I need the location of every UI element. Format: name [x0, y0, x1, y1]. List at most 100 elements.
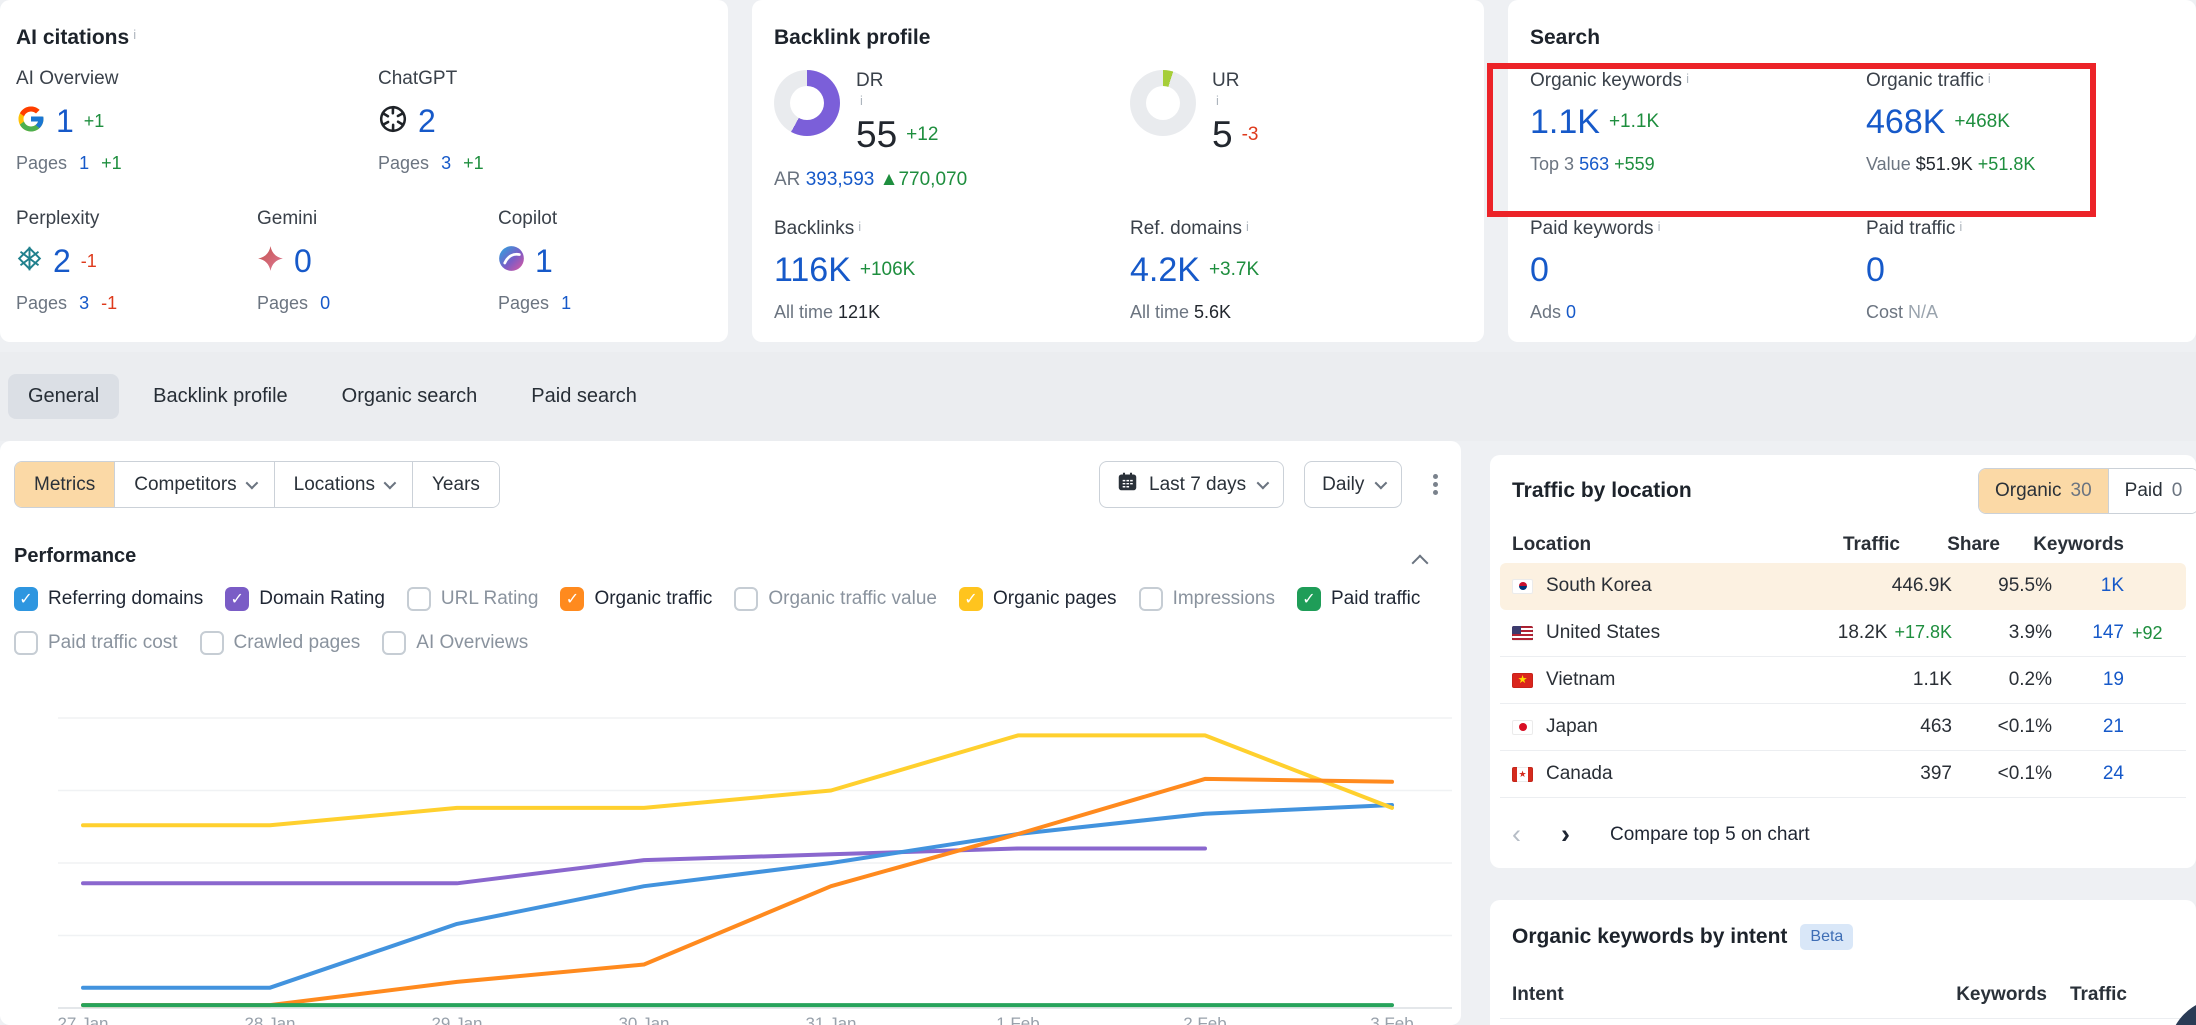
checkbox-box — [734, 587, 758, 611]
paid-traffic-value[interactable]: 0 — [1866, 253, 1885, 287]
checkbox-paid-traffic[interactable]: Paid traffic — [1297, 587, 1420, 611]
organic-toggle[interactable]: Organic30 — [1979, 469, 2108, 513]
collapse-chevron-up-icon[interactable] — [1412, 555, 1429, 572]
gemini-label: Gemini — [257, 208, 330, 230]
beta-badge: Beta — [1800, 924, 1853, 950]
gemini-pages[interactable]: 0 — [320, 293, 330, 313]
keywords-link[interactable]: 19 — [2052, 669, 2124, 691]
checkbox-url-rating[interactable]: URL Rating — [407, 587, 539, 611]
tab-general[interactable]: General — [8, 374, 119, 419]
checkbox-domain-rating[interactable]: Domain Rating — [225, 587, 385, 611]
checkbox-organic-pages[interactable]: Organic pages — [959, 587, 1117, 611]
report-tabs: General Backlink profile Organic search … — [8, 374, 657, 419]
checkbox-ai-overviews[interactable]: AI Overviews — [382, 631, 528, 655]
chatgpt-value[interactable]: 2 — [418, 103, 436, 140]
tab-backlink-profile[interactable]: Backlink profile — [133, 374, 308, 419]
ur-donut — [1130, 70, 1196, 136]
pager-prev-button[interactable]: ‹ — [1512, 821, 1521, 848]
checkbox-box — [382, 631, 406, 655]
value-amount: $51.9K — [1916, 154, 1973, 174]
performance-title: Performance — [14, 545, 136, 568]
perplexity-pages[interactable]: 3 — [79, 293, 89, 313]
value-delta: +51.8K — [1978, 154, 2036, 174]
keywords-link[interactable]: 147 — [2052, 622, 2124, 644]
cost-value: N/A — [1908, 302, 1938, 322]
metrics-segment[interactable]: Metrics — [15, 462, 115, 507]
table-row-canada[interactable]: Canada 397 <0.1% 24 — [1500, 751, 2186, 798]
ai-overview-pages[interactable]: 1 — [79, 153, 89, 173]
info-icon — [1216, 92, 1219, 110]
table-row-japan[interactable]: Japan 463 <0.1% 21 — [1500, 704, 2186, 751]
ads-value[interactable]: 0 — [1566, 302, 1576, 322]
info-icon — [1246, 218, 1249, 236]
ur-delta: -3 — [1242, 124, 1259, 146]
backlinks-value[interactable]: 116K — [774, 253, 851, 287]
checkbox-paid-traffic-cost[interactable]: Paid traffic cost — [14, 631, 178, 655]
backlinks-label: Backlinks — [774, 218, 854, 239]
perplexity-pages-delta: -1 — [101, 293, 117, 313]
pager-next-button[interactable]: › — [1561, 821, 1570, 848]
traffic-pager: ‹ › Compare top 5 on chart — [1512, 821, 1810, 848]
table-row-vietnam[interactable]: Vietnam 1.1K 0.2% 19 — [1500, 657, 2186, 704]
locations-segment[interactable]: Locations — [275, 462, 413, 507]
organic-traffic-delta: +468K — [1954, 111, 2009, 133]
chevron-down-icon — [384, 477, 397, 490]
checkbox-impressions[interactable]: Impressions — [1139, 587, 1275, 611]
dr-donut — [774, 70, 840, 136]
backlinks-block: Backlinks 116K +106K All time 121K — [774, 218, 915, 323]
copilot-pages[interactable]: 1 — [561, 293, 571, 313]
keywords-link[interactable]: 1K — [2052, 575, 2124, 597]
ai-card-perplexity: Perplexity 2 -1 Pages 3 -1 — [16, 208, 117, 314]
organic-paid-toggle: Organic30 Paid0 — [1978, 468, 2196, 514]
checkbox-box — [225, 587, 249, 611]
kebab-menu-icon — [1433, 482, 1438, 487]
keywords-link[interactable]: 24 — [2052, 763, 2124, 785]
ai-citations-card: AI citations AI Overview 1 +1 Pages 1 +1… — [0, 0, 728, 342]
organic-keywords-block: Organic keywords 1.1K +1.1K Top 3 563 +5… — [1530, 70, 1689, 175]
competitors-segment[interactable]: Competitors — [115, 462, 274, 507]
keywords-link[interactable]: 21 — [2052, 716, 2124, 738]
checkbox-organic-traffic[interactable]: Organic traffic — [560, 587, 712, 611]
checkbox-box — [560, 587, 584, 611]
chatgpt-pages[interactable]: 3 — [441, 153, 451, 173]
checkbox-referring-domains[interactable]: Referring domains — [14, 587, 203, 611]
ref-domains-label: Ref. domains — [1130, 218, 1242, 239]
ar-value[interactable]: 393,593 — [806, 169, 875, 190]
perplexity-icon — [16, 245, 43, 277]
paid-keywords-value[interactable]: 0 — [1530, 253, 1549, 287]
chevron-down-icon — [245, 477, 258, 490]
date-range-button[interactable]: Last 7 days — [1099, 461, 1284, 508]
compare-top5-link[interactable]: Compare top 5 on chart — [1610, 824, 1810, 846]
more-options-button[interactable] — [1422, 482, 1448, 487]
ref-domains-block: Ref. domains 4.2K +3.7K All time 5.6K — [1130, 218, 1259, 323]
domain-rating-block: DR 55 +12 AR 393,593 ▲770,070 — [774, 70, 967, 191]
ar-label: AR — [774, 169, 800, 190]
pages-label: Pages — [16, 153, 67, 173]
copilot-value[interactable]: 1 — [535, 243, 553, 280]
checkbox-crawled-pages[interactable]: Crawled pages — [200, 631, 361, 655]
tab-paid-search[interactable]: Paid search — [511, 374, 657, 419]
checkbox-organic-traffic-value[interactable]: Organic traffic value — [734, 587, 937, 611]
table-row-south-korea[interactable]: South Korea 446.9K 95.5% 1K — [1500, 563, 2186, 610]
top3-value[interactable]: 563 — [1579, 154, 1609, 174]
ai-card-copilot: Copilot 1 Pages 1 — [498, 208, 571, 314]
checkbox-box — [14, 587, 38, 611]
organic-traffic-value[interactable]: 468K — [1866, 105, 1945, 139]
calendar-icon — [1117, 471, 1138, 498]
vietnam-flag-icon — [1512, 673, 1533, 688]
tab-organic-search[interactable]: Organic search — [322, 374, 498, 419]
years-segment[interactable]: Years — [413, 462, 499, 507]
backlinks-alltime-value: 121K — [838, 302, 880, 322]
ref-domains-value[interactable]: 4.2K — [1130, 253, 1200, 287]
backlink-profile-title: Backlink profile — [774, 26, 930, 49]
paid-toggle[interactable]: Paid0 — [2108, 469, 2196, 513]
organic-keywords-value[interactable]: 1.1K — [1530, 105, 1600, 139]
granularity-button[interactable]: Daily — [1304, 461, 1402, 508]
keywords-by-intent-card: Organic keywords by intent Beta Intent K… — [1490, 900, 2196, 1025]
gemini-value[interactable]: 0 — [294, 243, 312, 280]
perplexity-value[interactable]: 2 — [53, 243, 71, 280]
ai-overview-value[interactable]: 1 — [56, 103, 74, 140]
backlinks-delta: +106K — [860, 259, 915, 281]
tab-band: General Backlink profile Organic search … — [0, 352, 2196, 441]
table-row-united-states[interactable]: United States 18.2K+17.8K 3.9% 147 +92 — [1500, 610, 2186, 657]
